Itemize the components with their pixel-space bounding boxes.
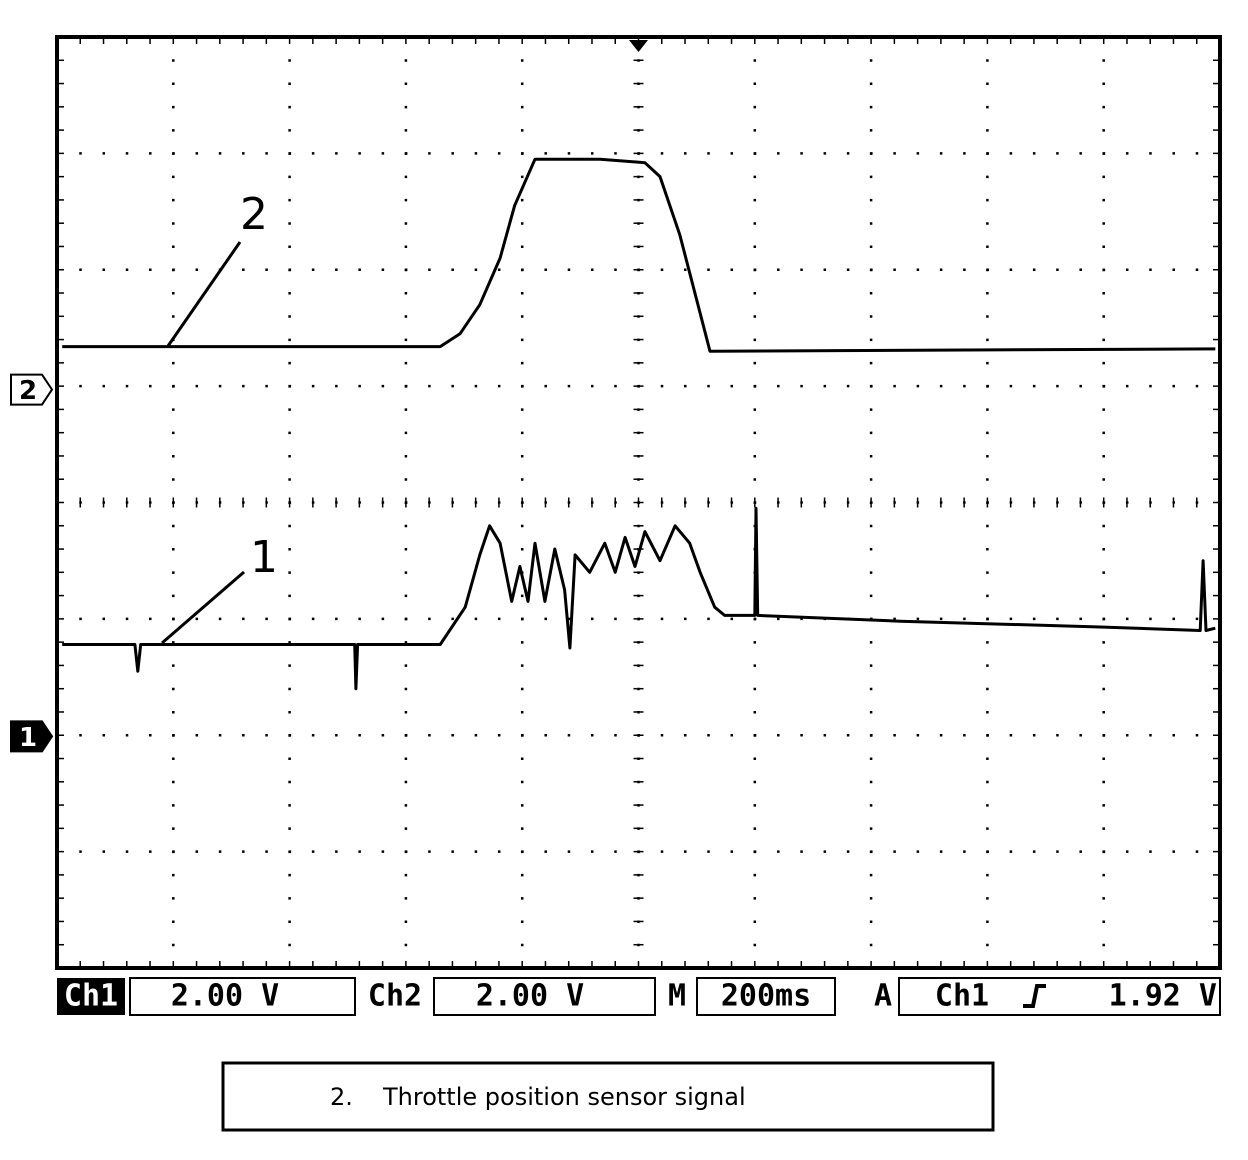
ch1-scale: 2.00 V [171, 979, 279, 1014]
ground-marker-label: 2 [19, 376, 37, 406]
time-label: M [668, 979, 686, 1014]
caption-text: Throttle position sensor signal [382, 1083, 746, 1111]
box [898, 977, 1221, 1016]
callout-line [166, 241, 242, 347]
ground-marker [10, 720, 54, 753]
caption-box [221, 1061, 995, 1132]
ground-markers: 21 [10, 373, 54, 753]
time-scale: 200ms [721, 979, 811, 1014]
box [696, 977, 836, 1016]
status-bar: Ch1 2.00 V Ch2 2.00 V M 200ms A Ch1 1.92… [57, 977, 1221, 1016]
ground-marker-label: 1 [19, 723, 37, 753]
trace [62, 506, 1216, 691]
callout-line [161, 570, 245, 645]
box [433, 977, 656, 1016]
callout-label: 2 [240, 189, 268, 240]
callout-label: 1 [250, 532, 278, 583]
ch1-badge [57, 978, 125, 1015]
trace [62, 157, 1216, 353]
ch2-scale: 2.00 V [476, 979, 584, 1014]
trigger-slope-icon [1023, 984, 1046, 1008]
grid [56, 36, 1221, 969]
ground-marker [10, 373, 54, 406]
ch2-label: Ch2 [368, 979, 422, 1014]
caption-number: 2. [330, 1083, 353, 1111]
trigger-source: Ch1 [935, 979, 989, 1014]
trigger-position-marker [629, 40, 648, 52]
trigger-level: 1.92 V [1109, 979, 1217, 1014]
traces [62, 157, 1216, 691]
box [129, 977, 356, 1016]
trigger-label: A [874, 979, 892, 1014]
ch1-label: Ch1 [64, 979, 118, 1014]
